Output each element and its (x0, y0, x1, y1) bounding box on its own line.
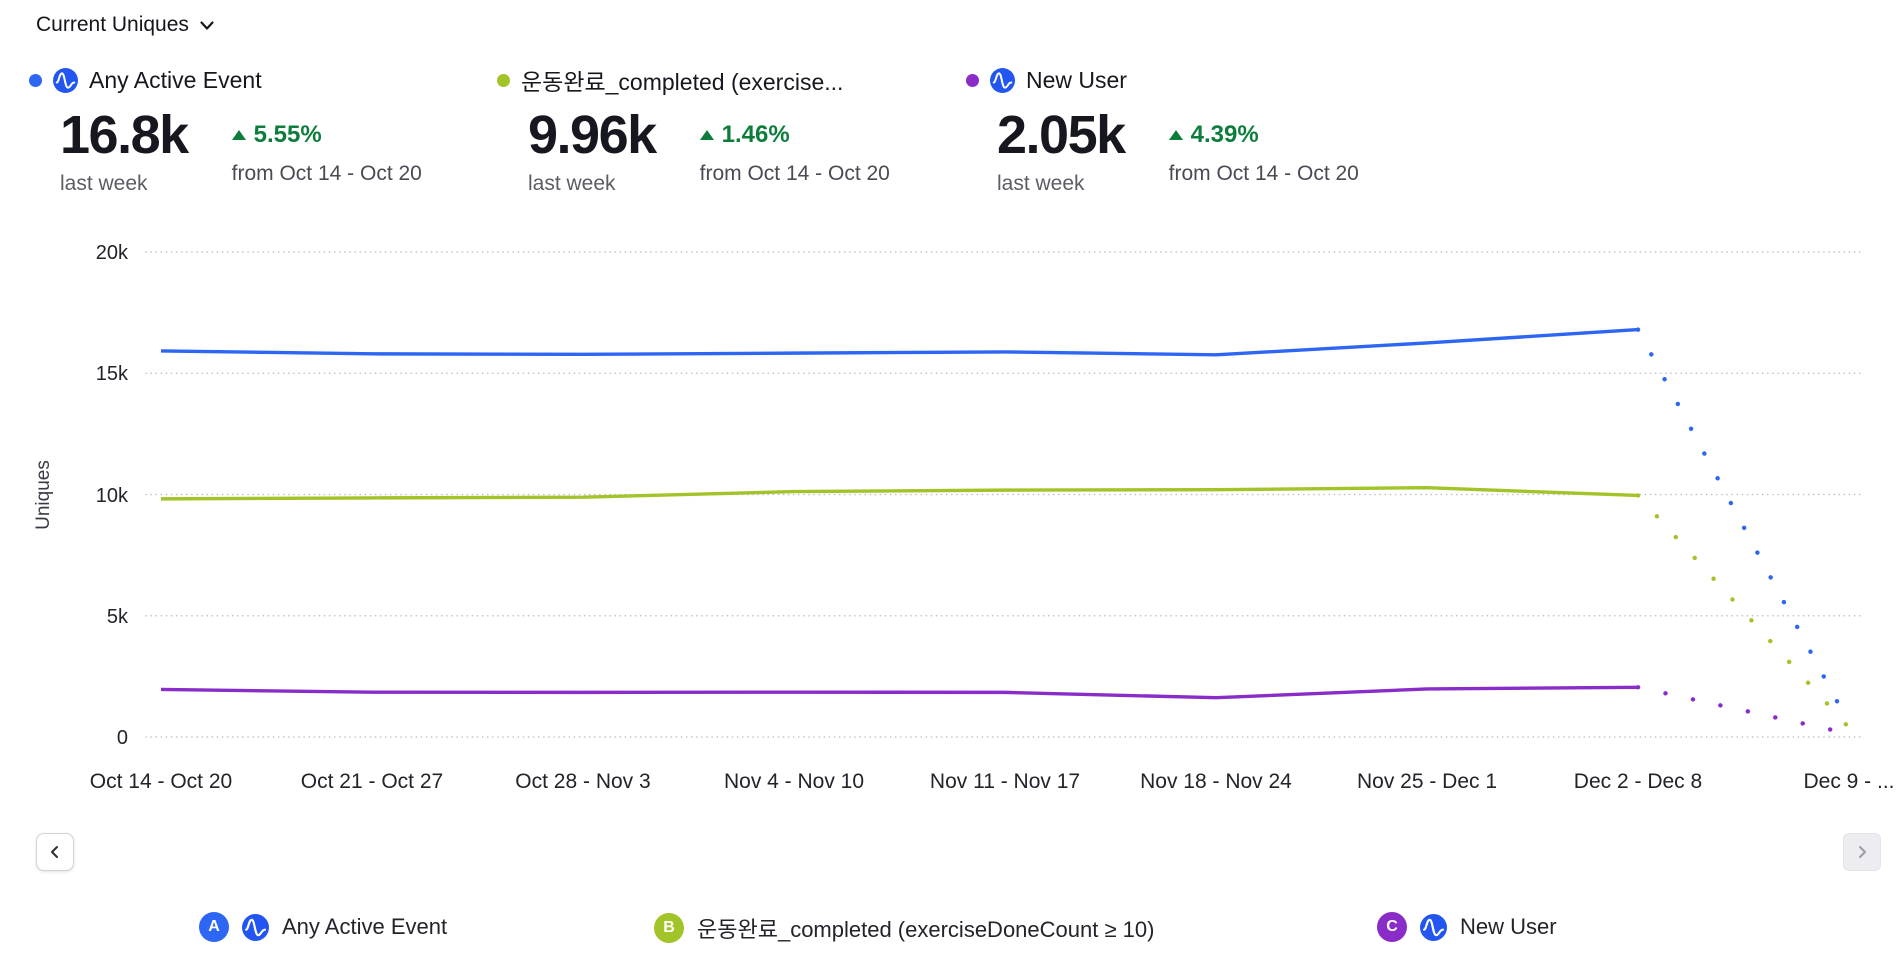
y-tick-label: 15k (95, 363, 128, 385)
x-tick-label: Oct 28 - Nov 3 (515, 770, 651, 793)
metric-delta-value: 1.46% (721, 121, 790, 148)
metric-compare: from Oct 14 - Oct 20 (231, 162, 422, 185)
metric-summary-exercise-completed[interactable]: 운동완료_completed (exercise... 9.96k last w… (497, 64, 890, 196)
metric-compare: from Oct 14 - Oct 20 (1168, 162, 1359, 185)
metric-delta-value: 5.55% (253, 121, 322, 148)
next-page-button[interactable] (1843, 833, 1881, 871)
metric-selector-dropdown[interactable]: Current Uniques (36, 13, 215, 37)
x-tick-label: Oct 21 - Oct 27 (300, 770, 444, 793)
metric-delta: 5.55% (231, 121, 422, 149)
y-tick-label: 20k (95, 242, 128, 264)
legend-item-any-active-event[interactable]: A Any Active Event (199, 912, 447, 942)
y-tick-label: 5k (106, 606, 128, 628)
legend-item-exercise-completed[interactable]: B 운동완료_completed (exerciseDoneCount ≥ 10… (654, 912, 1154, 944)
arrow-up-icon (1168, 130, 1183, 140)
metric-name: New User (1026, 66, 1127, 93)
chart-plot-area[interactable] (140, 240, 1870, 750)
metric-delta: 1.46% (699, 121, 890, 149)
metric-value: 16.8k (60, 105, 189, 165)
metric-summary-any-active-event[interactable]: Any Active Event 16.8k last week 5.55% f… (29, 64, 422, 196)
metric-name: 운동완료_completed (exercise... (521, 69, 844, 95)
amplitude-logo-icon (242, 914, 269, 941)
metric-header: Any Active Event (29, 64, 422, 96)
legend-item-new-user[interactable]: C New User (1377, 912, 1557, 942)
series-color-dot (966, 73, 979, 87)
legend-label: Any Active Event (282, 914, 448, 939)
legend-label: 운동완료_completed (exerciseDoneCount ≥ 10) (697, 917, 1155, 942)
chevron-right-icon (1859, 846, 1866, 858)
x-tick-label: Oct 14 - Oct 20 (89, 770, 233, 793)
series-color-dot (29, 73, 42, 87)
metric-value: 2.05k (997, 105, 1126, 165)
legend-label: New User (1460, 914, 1557, 939)
metric-period: last week (528, 172, 616, 195)
legend-letter-badge: B (654, 913, 684, 943)
metric-header: New User (966, 64, 1359, 96)
metric-period: last week (60, 172, 148, 195)
x-tick-label: Dec 2 - Dec 8 (1573, 770, 1703, 793)
metric-summary-new-user[interactable]: New User 2.05k last week 4.39% from Oct … (966, 64, 1359, 196)
legend-letter-badge: C (1377, 912, 1407, 942)
metric-selector-label: Current Uniques (36, 13, 189, 36)
amplitude-logo-icon (1420, 914, 1447, 941)
amplitude-logo-icon (53, 68, 78, 93)
metric-value: 9.96k (528, 105, 657, 165)
metric-body: 16.8k last week 5.55% from Oct 14 - Oct … (60, 108, 422, 196)
series-color-dot (497, 73, 510, 87)
y-tick-label: 10k (95, 485, 128, 507)
arrow-up-icon (231, 130, 246, 140)
y-tick-label: 0 (116, 727, 128, 749)
x-tick-label: Nov 4 - Nov 10 (723, 770, 865, 793)
chevron-left-icon (51, 846, 58, 858)
x-tick-label: Nov 11 - Nov 17 (929, 770, 1081, 793)
metric-period: last week (997, 172, 1085, 195)
metric-delta: 4.39% (1168, 121, 1359, 149)
amplitude-logo-icon (990, 68, 1015, 93)
prev-page-button[interactable] (36, 833, 74, 871)
metric-header: 운동완료_completed (exercise... (497, 64, 890, 96)
x-tick-label: Dec 9 - ... (1803, 770, 1895, 793)
chevron-down-icon (200, 20, 214, 30)
legend-letter-badge: A (199, 912, 229, 942)
metric-delta-value: 4.39% (1190, 121, 1259, 148)
metric-name: Any Active Event (89, 66, 262, 93)
metric-compare: from Oct 14 - Oct 20 (699, 162, 890, 185)
metric-body: 2.05k last week 4.39% from Oct 14 - Oct … (997, 108, 1359, 196)
arrow-up-icon (699, 130, 714, 140)
x-tick-label: Nov 25 - Dec 1 (1356, 770, 1498, 793)
metric-body: 9.96k last week 1.46% from Oct 14 - Oct … (528, 108, 890, 196)
x-tick-label: Nov 18 - Nov 24 (1140, 770, 1292, 793)
